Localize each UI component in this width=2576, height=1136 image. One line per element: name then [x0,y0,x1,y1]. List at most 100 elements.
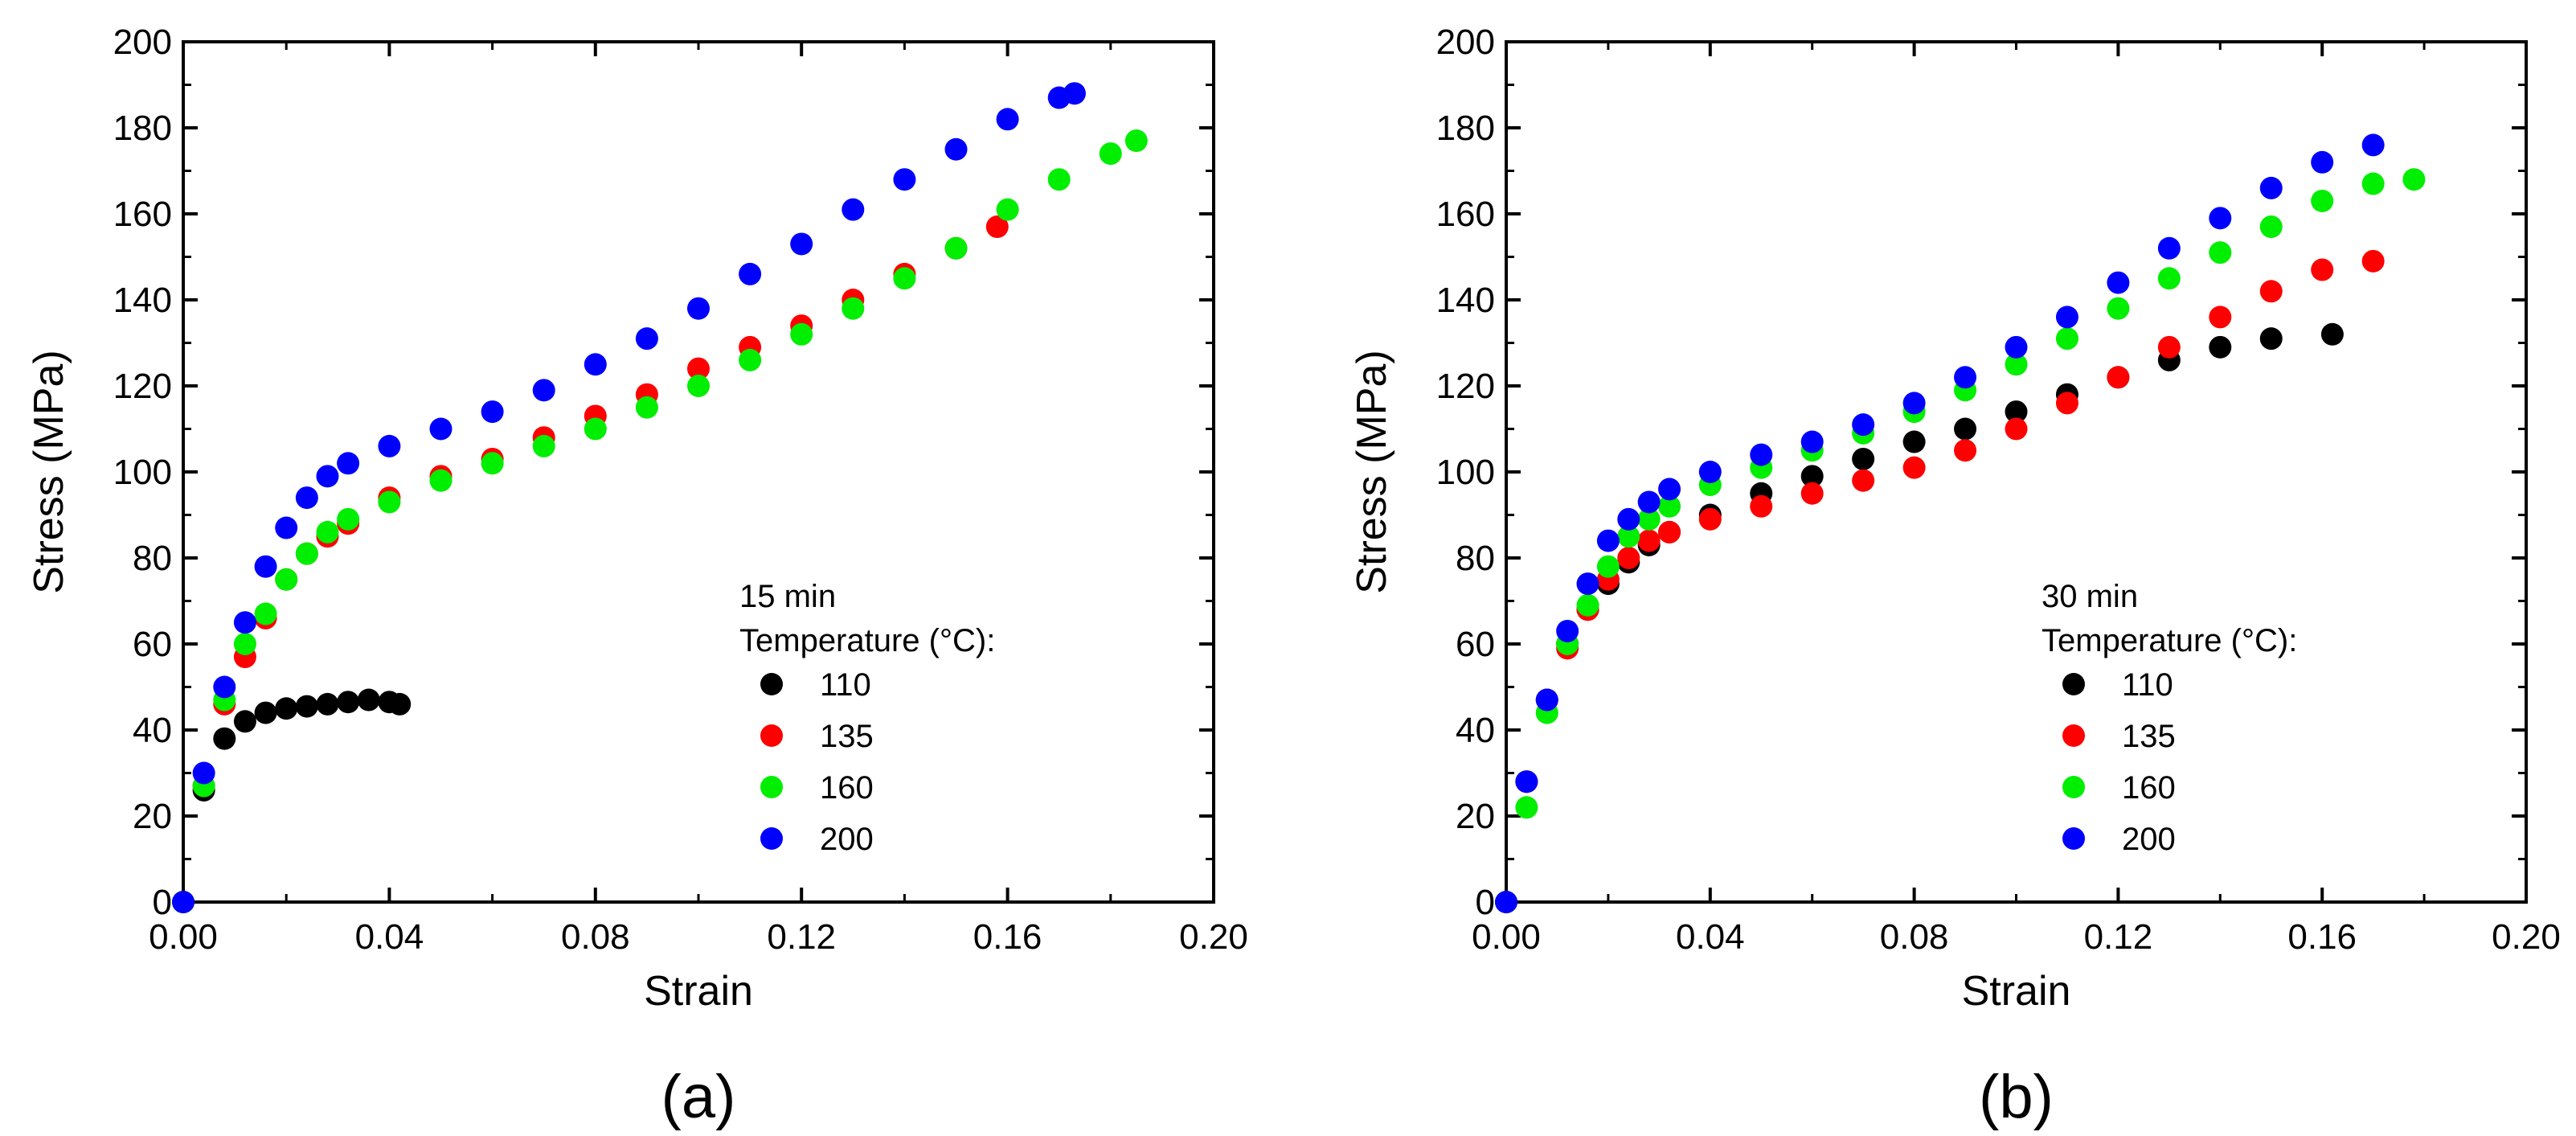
data-point [1658,494,1681,518]
data-point [2157,267,2181,290]
data-point [1596,529,1620,552]
data-point [1658,520,1681,543]
data-point [213,675,236,699]
series-135 [1495,249,2385,913]
legend-title: 30 min [2042,579,2138,614]
data-point [1954,417,1977,441]
y-tick-label: 60 [133,625,172,664]
data-point [1698,461,1722,483]
data-point [1495,891,1517,913]
data-point [213,727,236,750]
data-point [1902,392,1926,415]
data-point [1954,439,1977,462]
data-point [2259,280,2283,303]
x-tick-label: 0.20 [2492,917,2561,957]
y-tick-label: 0 [153,883,172,922]
data-point [944,137,968,161]
data-point [429,469,453,492]
legend-marker [2062,827,2085,850]
data-point [2005,353,2028,376]
data-point [337,507,360,531]
y-tick-label: 160 [113,195,172,234]
data-point [1617,525,1640,548]
panel-a: 0 20 40 60 80 100 120 140 160 180 200 0.00 0.04 0.08 0… [26,23,1248,1131]
y-tick-label: 40 [1456,711,1495,750]
data-point [2311,189,2334,212]
y-tick-label: 20 [1456,797,1495,836]
data-point [1099,142,1122,166]
legend-label: 200 [2122,822,2176,857]
series-200 [172,82,1086,913]
y-tick-label: 20 [133,797,172,836]
data-point [233,611,256,634]
data-point [790,322,813,346]
y-tick-label: 100 [1436,453,1495,492]
data-point [532,379,555,402]
x-tick-label: 0.08 [561,917,630,957]
data-point [2055,392,2078,415]
y-tick-label: 140 [113,281,172,320]
data-point [2259,327,2283,351]
legend-label: 110 [2122,667,2173,703]
y-tick-label: 80 [133,539,172,578]
data-point [295,695,318,718]
data-point [275,516,298,539]
data-point [2209,207,2232,230]
series-135 [172,215,1009,913]
y-tick-label: 160 [1436,195,1495,234]
data-point [1556,619,1579,642]
data-point [1637,529,1661,552]
x-axis-title: Strain [644,968,753,1015]
data-point [1515,796,1538,819]
data-point [2361,249,2385,273]
x-tick-label: 0.12 [767,917,836,957]
data-point [1852,469,1875,492]
data-point [2361,172,2385,195]
data-point [1617,547,1640,569]
legend-label: 200 [820,822,874,857]
data-point [2055,327,2078,351]
data-point [2005,400,2028,424]
series-160 [1495,168,2426,913]
data-point [687,357,710,380]
data-point [2107,297,2130,320]
data-point [1535,688,1558,712]
data-point [2107,366,2130,389]
data-point [2005,335,2028,359]
data-point [2259,176,2283,199]
data-point [2157,335,2181,359]
data-point [316,465,339,488]
data-point [254,602,277,625]
data-point [1750,443,1773,466]
data-point [1576,593,1599,617]
data-point [1800,465,1824,488]
data-point [1637,507,1661,531]
data-point [842,198,865,221]
y-tick-label: 140 [1436,281,1495,320]
x-tick-label: 0.08 [1880,917,1949,957]
data-point [996,108,1019,131]
data-point [316,520,339,543]
data-point [635,327,658,351]
data-point [1750,494,1773,518]
data-point [2311,258,2334,281]
x-tick-label: 0.12 [2084,917,2153,957]
data-point [316,692,339,716]
data-point [2157,236,2181,260]
data-point [1954,366,1977,389]
data-point [842,297,865,320]
data-point [1637,490,1661,514]
x-tick-label: 0.16 [2287,917,2357,957]
data-point [2209,335,2232,359]
data-point [481,452,504,475]
data-point [378,490,401,514]
data-point [2402,168,2426,191]
panel-b: 0 20 40 60 80 100 120 140 160 180 200 0.00 0.04 0.08 0… [1349,23,2561,1131]
data-point [1852,447,1875,470]
y-tick-label: 180 [113,109,172,148]
data-point [388,692,412,716]
y-tick-label: 0 [1476,883,1495,922]
data-point [1902,456,1926,479]
y-tick-label: 40 [133,711,172,750]
x-tick-label: 0.04 [355,917,424,957]
